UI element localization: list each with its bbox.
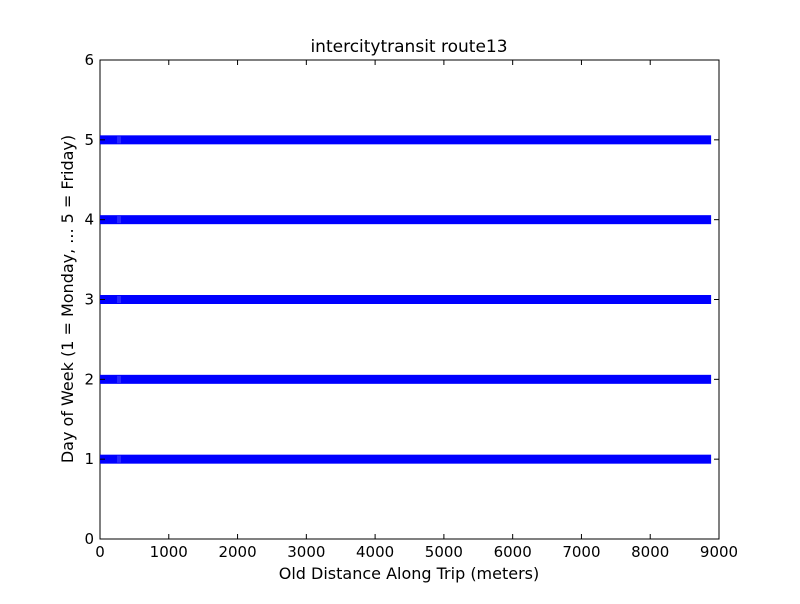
y-tick-label: 1 bbox=[84, 450, 94, 468]
x-tick-label: 5000 bbox=[425, 543, 463, 561]
y-tick-label: 6 bbox=[84, 51, 94, 69]
series-band-day-4 bbox=[100, 215, 712, 225]
x-tick-label: 0 bbox=[95, 543, 105, 561]
y-tick-label: 5 bbox=[84, 131, 94, 149]
x-tick-label: 3000 bbox=[287, 543, 325, 561]
chart-title: intercitytransit route13 bbox=[310, 37, 507, 57]
series-day-4 bbox=[100, 215, 712, 225]
x-tick-label: 2000 bbox=[218, 543, 256, 561]
x-tick-label: 8000 bbox=[631, 543, 669, 561]
series-band-day-5 bbox=[100, 135, 712, 145]
y-axis-label: Day of Week (1 = Monday, ... 5 = Friday) bbox=[58, 135, 77, 463]
x-axis-label: Old Distance Along Trip (meters) bbox=[279, 564, 540, 583]
y-tick-label: 3 bbox=[84, 291, 94, 309]
series-day-1 bbox=[100, 454, 712, 464]
series-day-3 bbox=[100, 295, 712, 304]
series-band-day-2 bbox=[100, 374, 712, 384]
series-band-day-1 bbox=[100, 454, 712, 464]
y-axis-ticks: 0 1 2 3 4 5 6 bbox=[84, 51, 719, 548]
series-band-day-3 bbox=[100, 295, 712, 304]
x-tick-label: 7000 bbox=[562, 543, 600, 561]
x-tick-label: 6000 bbox=[494, 543, 532, 561]
x-tick-label: 4000 bbox=[356, 543, 394, 561]
series-day-2 bbox=[100, 374, 712, 384]
y-tick-label: 4 bbox=[84, 211, 94, 229]
series-day-5 bbox=[100, 135, 712, 145]
x-tick-label: 9000 bbox=[700, 543, 738, 561]
series-layer bbox=[100, 135, 712, 464]
x-tick-label: 1000 bbox=[150, 543, 188, 561]
y-tick-label: 0 bbox=[84, 530, 94, 548]
x-axis-ticks: 0 1000 2000 3000 4000 5000 6000 7000 8000 9000 bbox=[95, 60, 738, 561]
y-tick-label: 2 bbox=[84, 370, 94, 388]
